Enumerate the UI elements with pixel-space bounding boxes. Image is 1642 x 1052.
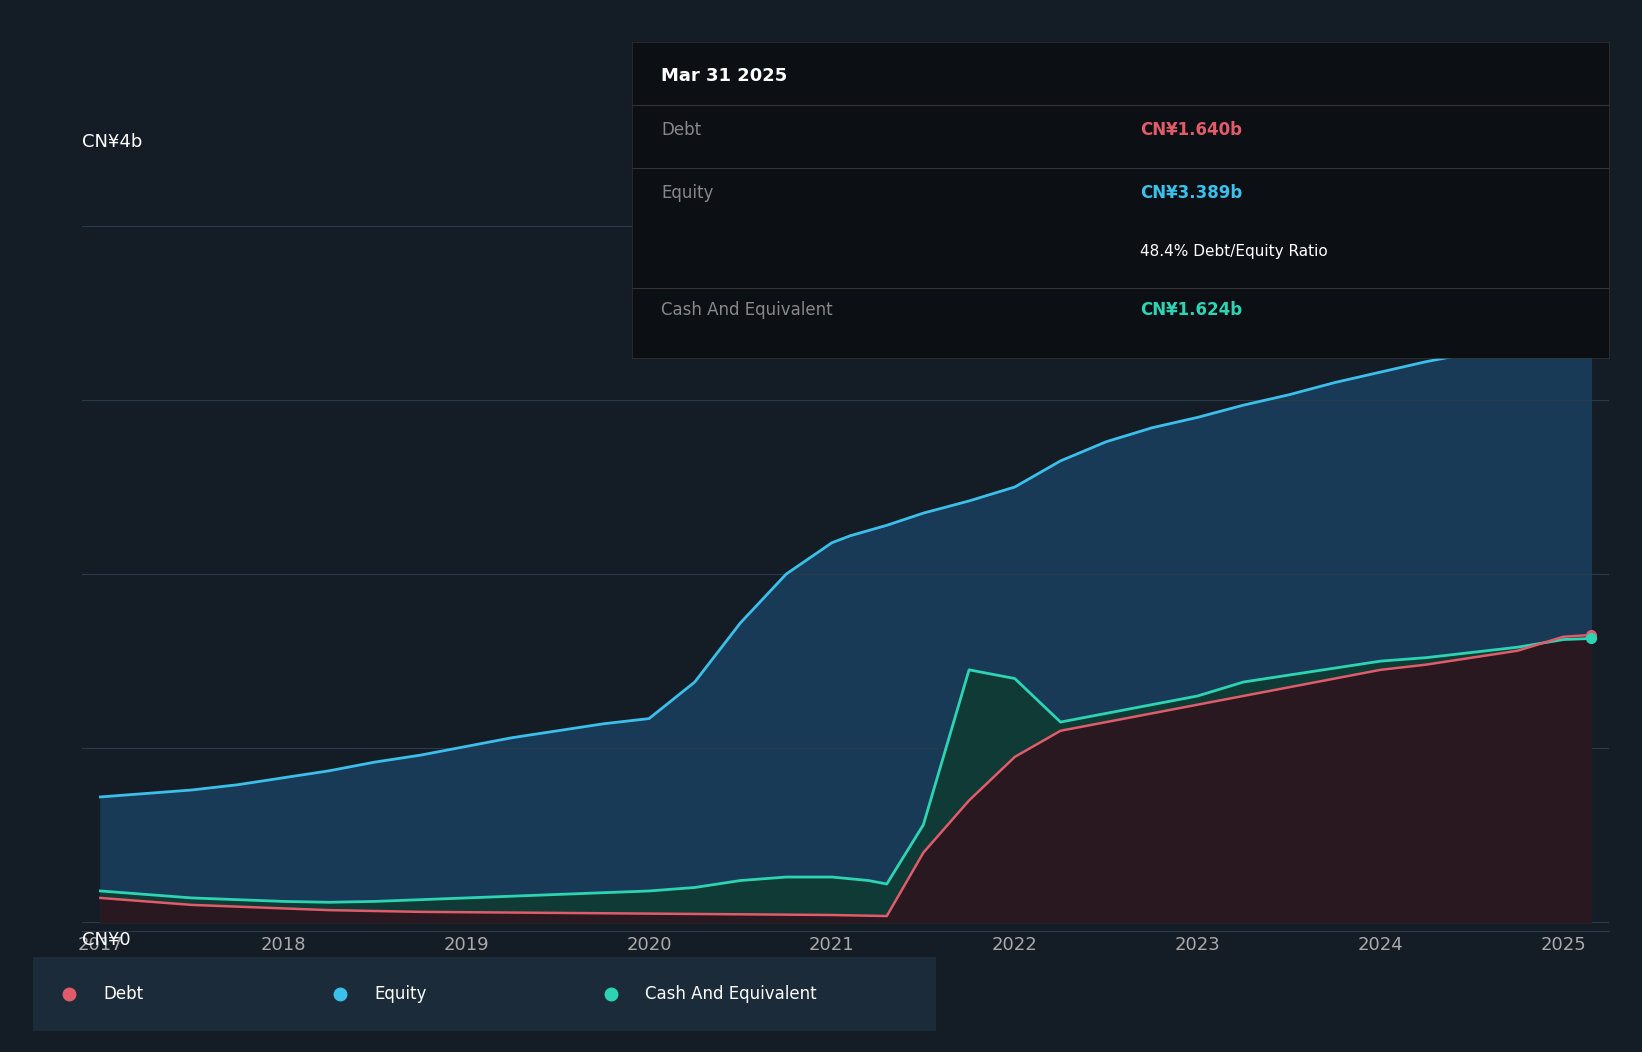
Text: Cash And Equivalent: Cash And Equivalent	[645, 985, 816, 1004]
Text: Equity: Equity	[374, 985, 427, 1004]
Text: CN¥0: CN¥0	[82, 931, 131, 949]
Text: Debt: Debt	[103, 985, 143, 1004]
Text: Mar 31 2025: Mar 31 2025	[662, 67, 788, 85]
Text: Cash And Equivalent: Cash And Equivalent	[662, 301, 832, 319]
Text: Debt: Debt	[662, 121, 701, 139]
Text: Equity: Equity	[662, 184, 714, 202]
Text: CN¥1.640b: CN¥1.640b	[1140, 121, 1243, 139]
Text: CN¥4b: CN¥4b	[82, 133, 143, 150]
Text: CN¥3.389b: CN¥3.389b	[1140, 184, 1243, 202]
Text: CN¥1.624b: CN¥1.624b	[1140, 301, 1243, 319]
Text: 48.4% Debt/Equity Ratio: 48.4% Debt/Equity Ratio	[1140, 244, 1328, 259]
